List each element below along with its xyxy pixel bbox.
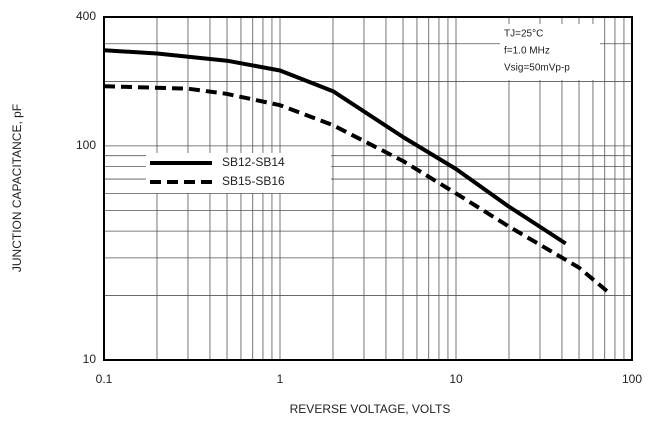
y-axis-label: JUNCTION CAPACITANCE, pF (10, 104, 24, 272)
series-line (103, 48, 567, 246)
annotation-text: Vsig=50mVp-p (504, 63, 570, 74)
annotation-text: f=1.0 MHz (504, 46, 550, 57)
legend-label: SB15-SB16 (222, 174, 285, 188)
plot-frame (103, 16, 633, 361)
x-tick-label: 10 (449, 372, 463, 386)
y-tick-label: 10 (83, 352, 97, 366)
x-axis-label: REVERSE VOLTAGE, VOLTS (290, 402, 451, 416)
y-tick-label: 400 (76, 9, 96, 23)
annotation-text: TJ=25°C (504, 29, 543, 40)
x-tick-label: 0.1 (96, 372, 113, 386)
y-tick-label: 100 (76, 138, 96, 152)
legend-label: SB12-SB14 (222, 155, 285, 169)
x-tick-label: 1 (277, 372, 284, 386)
legend-box (146, 153, 331, 193)
series-line (103, 84, 609, 293)
annotation: TJ=25°C f=1.0 MHz Vsig=50mVp-p (504, 29, 570, 74)
x-tick-label: 100 (622, 372, 642, 386)
annotation-box (500, 24, 600, 80)
